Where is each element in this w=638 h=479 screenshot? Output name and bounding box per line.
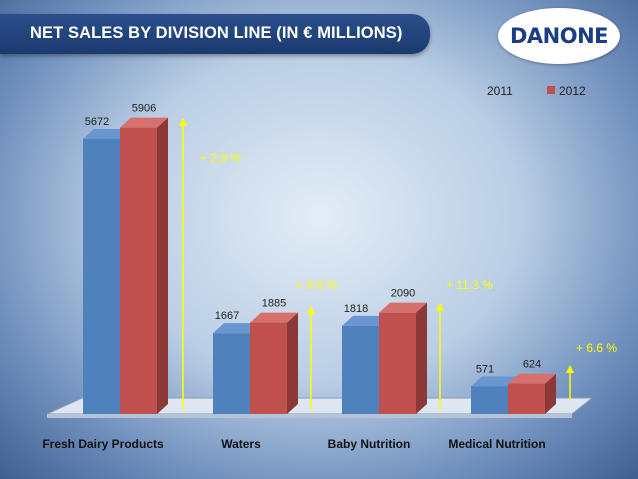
bar-top-2012-3 bbox=[508, 373, 556, 384]
growth-arrow-head-0 bbox=[179, 118, 187, 126]
value-label-2012-3: 624 bbox=[523, 359, 541, 371]
value-label-2011-3: 571 bbox=[476, 363, 494, 375]
bar-side-2012-2 bbox=[416, 302, 427, 414]
value-label-2012-0: 5906 bbox=[132, 103, 156, 115]
growth-label-1: + 9.6 % bbox=[296, 278, 337, 292]
title-bar: NET SALES BY DIVISION LINE (IN € MILLION… bbox=[0, 14, 430, 54]
bar-top-2012-1 bbox=[250, 312, 298, 323]
category-label-2: Baby Nutrition bbox=[328, 437, 411, 451]
growth-arrow-head-3 bbox=[566, 365, 574, 373]
category-label-3: Medical Nutrition bbox=[448, 437, 545, 451]
value-label-2011-2: 1818 bbox=[344, 303, 368, 315]
bar-2012-2 bbox=[379, 312, 416, 414]
legend-swatch-2012 bbox=[547, 86, 555, 94]
page-title: NET SALES BY DIVISION LINE (IN € MILLION… bbox=[30, 24, 403, 42]
logo-text: DANONE bbox=[509, 24, 609, 48]
bar-side-2012-0 bbox=[157, 117, 168, 415]
bar-2011-0 bbox=[83, 139, 120, 414]
bar-side-2012-1 bbox=[287, 312, 298, 414]
legend-label-2012: 2012 bbox=[559, 84, 586, 98]
danone-logo: DANONE bbox=[498, 8, 620, 64]
value-label-2012-1: 1885 bbox=[262, 298, 286, 310]
bar-2012-3 bbox=[508, 383, 545, 414]
bar-2011-1 bbox=[213, 333, 250, 414]
bar-2011-2 bbox=[342, 325, 379, 414]
category-label-1: Waters bbox=[221, 437, 261, 451]
growth-label-0: + 2.9 % bbox=[200, 151, 241, 165]
category-label-0: Fresh Dairy Products bbox=[42, 437, 164, 451]
growth-label-2: + 11.3 % bbox=[446, 278, 493, 292]
legend-label-2011: 2011 bbox=[487, 84, 513, 98]
growth-arrow-head-2 bbox=[436, 303, 444, 311]
bar-top-2011-1 bbox=[213, 323, 261, 334]
bar-2011-3 bbox=[471, 386, 508, 414]
bar-side-2012-3 bbox=[545, 373, 556, 414]
value-label-2011-0: 5672 bbox=[85, 116, 109, 128]
growth-arrow-head-1 bbox=[307, 306, 315, 314]
bar-2012-0 bbox=[120, 127, 157, 415]
value-label-2012-2: 2090 bbox=[391, 288, 415, 300]
bar-2012-1 bbox=[250, 322, 287, 414]
bar-top-2012-2 bbox=[379, 302, 427, 313]
bar-top-2011-3 bbox=[471, 376, 519, 387]
bar-top-2012-0 bbox=[120, 117, 168, 128]
bar-top-2011-0 bbox=[83, 129, 131, 139]
growth-label-3: + 6.6 % bbox=[576, 341, 617, 355]
value-label-2011-1: 1667 bbox=[215, 310, 239, 322]
bar-top-2011-2 bbox=[342, 315, 390, 326]
chart-floor-edge bbox=[47, 414, 572, 418]
